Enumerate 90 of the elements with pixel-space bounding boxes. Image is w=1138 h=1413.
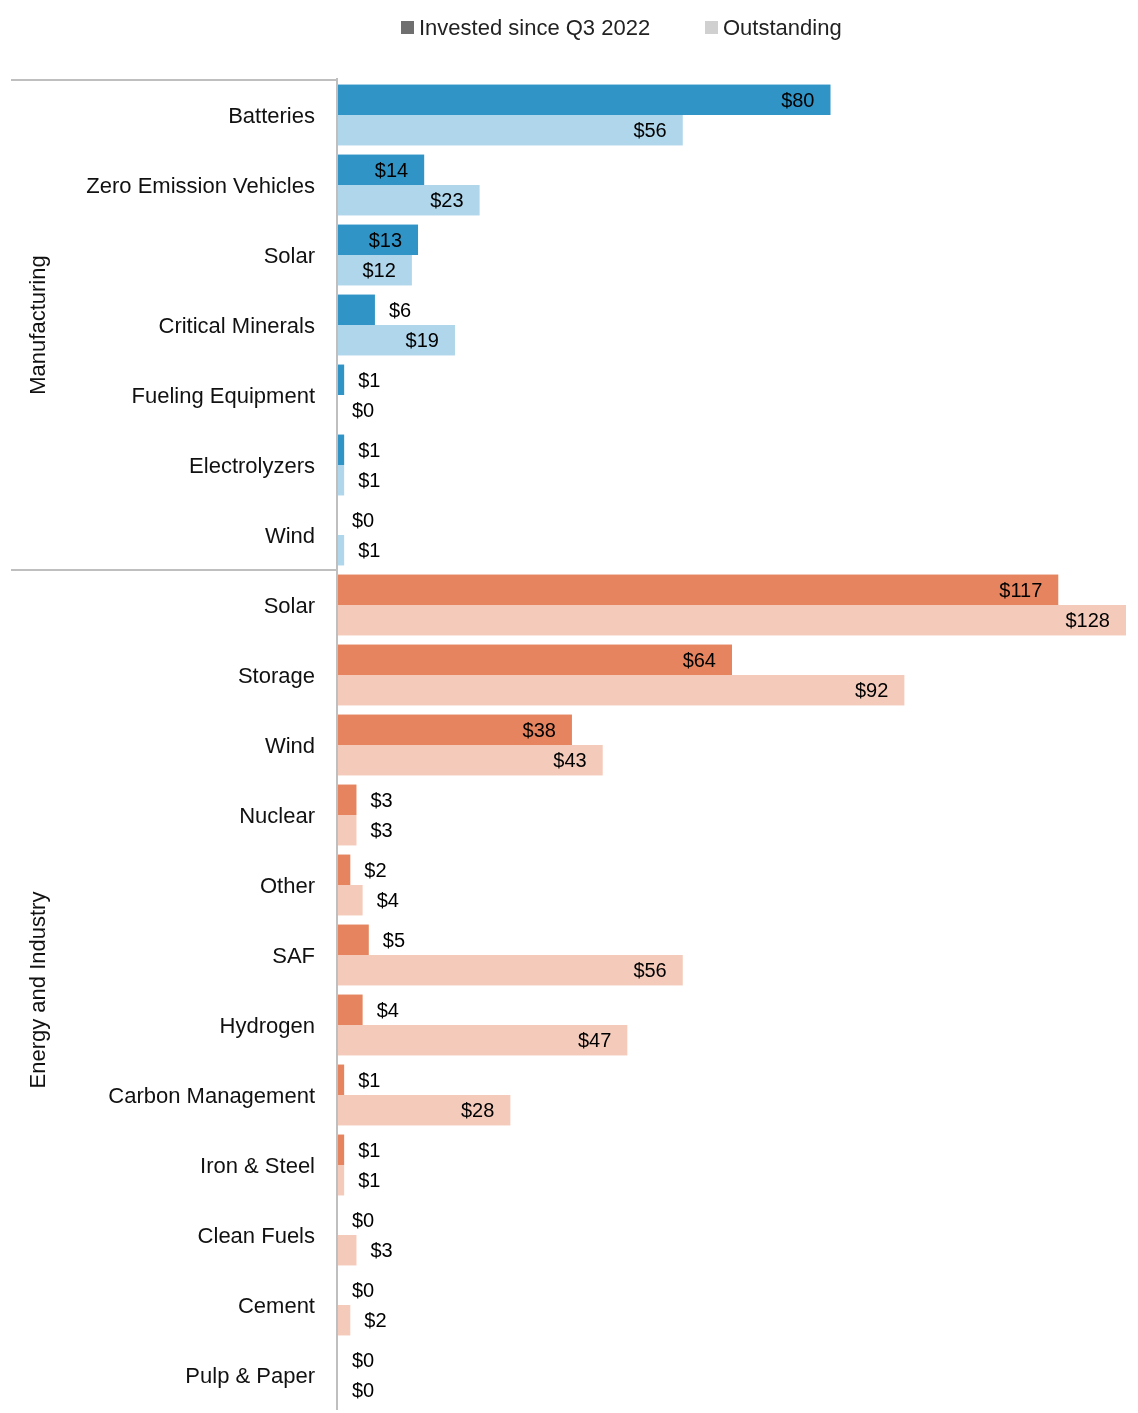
y-tick-label: Clean Fuels [197, 1222, 315, 1248]
data-label: $0 [352, 1348, 375, 1371]
bar [338, 1165, 345, 1196]
y-tick-label: Solar [263, 242, 315, 268]
bar [338, 325, 455, 356]
text: Manufacturing [24, 255, 50, 395]
bar [338, 714, 572, 745]
bar [338, 535, 345, 566]
data-label: $0 [352, 1379, 375, 1402]
data-label: $1 [358, 438, 381, 461]
data-label: $1 [358, 1169, 381, 1192]
bar [338, 885, 363, 916]
y-tick-label: Carbon Management [108, 1082, 315, 1108]
bar [338, 364, 345, 395]
bar [338, 1305, 351, 1336]
data-label: $28 [461, 1099, 495, 1122]
data-label: $2 [364, 858, 387, 881]
data-label: $38 [522, 718, 556, 741]
data-label: $92 [855, 679, 889, 702]
text: Outstanding [723, 14, 842, 40]
data-label: $1 [358, 539, 381, 562]
bar [338, 574, 1059, 605]
data-label: $2 [364, 1309, 387, 1332]
data-label: $1 [358, 368, 381, 391]
y-tick-label: Hydrogen [219, 1012, 315, 1038]
bar [338, 644, 732, 675]
data-label: $13 [368, 228, 403, 251]
bar [338, 854, 351, 885]
bar [338, 924, 369, 955]
data-label: $19 [405, 329, 439, 352]
y-tick-label: Storage [237, 662, 315, 688]
y-tick-label: SAF [272, 942, 315, 968]
y-tick-label: Critical Minerals [158, 312, 315, 338]
bar [338, 784, 357, 815]
data-label: $3 [370, 788, 393, 811]
bar [338, 84, 831, 115]
bar [338, 605, 1126, 636]
y-tick-label: Batteries [228, 102, 315, 128]
data-label: $3 [370, 1239, 393, 1262]
bar [338, 955, 683, 986]
bar [338, 115, 683, 146]
y-tick-label: Zero Emission Vehicles [86, 172, 315, 198]
bar [338, 434, 345, 465]
data-label: $1 [358, 1068, 381, 1091]
bar [338, 745, 603, 776]
data-label: $0 [352, 508, 375, 531]
data-label: $1 [358, 469, 381, 492]
text: Invested since Q3 2022 [419, 14, 651, 40]
data-label: $4 [376, 889, 399, 912]
data-label: $43 [553, 749, 587, 772]
bar [338, 294, 375, 325]
bar [338, 1025, 628, 1056]
data-label: $80 [781, 88, 815, 111]
data-label: $117 [999, 578, 1043, 601]
data-label: $56 [633, 119, 667, 142]
data-label: $0 [352, 1208, 375, 1231]
y-tick-label: Fueling Equipment [131, 382, 315, 408]
y-tick-label: Wind [264, 522, 315, 548]
data-label: $0 [352, 399, 375, 422]
data-label: $5 [382, 928, 406, 951]
y-tick-label: Pulp & Paper [185, 1362, 315, 1388]
data-label: $0 [352, 1278, 375, 1301]
bar [338, 185, 480, 216]
y-tick-label: Electrolyzers [189, 452, 315, 478]
bar [338, 1134, 345, 1165]
bar [338, 1064, 345, 1095]
bar [338, 465, 345, 496]
data-label: $64 [682, 648, 716, 671]
y-tick-label: Nuclear [239, 802, 315, 828]
y-tick-label: Iron & Steel [200, 1152, 315, 1178]
bar [338, 675, 905, 706]
data-label: $56 [633, 959, 667, 982]
data-label: $4 [376, 998, 399, 1021]
data-label: $12 [362, 259, 396, 282]
data-label: $6 [388, 298, 412, 321]
data-label: $1 [358, 1138, 381, 1161]
data-label: $47 [577, 1029, 612, 1052]
y-tick-label: Wind [264, 732, 315, 758]
y-tick-label: Other [259, 872, 315, 898]
data-label: $23 [430, 189, 464, 212]
y-tick-label: Cement [237, 1292, 315, 1318]
text: Energy and Industry [24, 891, 50, 1089]
data-label: $14 [374, 158, 409, 181]
bar [338, 815, 357, 846]
bar [338, 994, 363, 1025]
data-label: $3 [370, 819, 393, 842]
bar [338, 1095, 511, 1126]
bar [338, 1235, 357, 1266]
y-tick-label: Solar [263, 592, 315, 618]
data-label: $128 [1065, 609, 1110, 632]
